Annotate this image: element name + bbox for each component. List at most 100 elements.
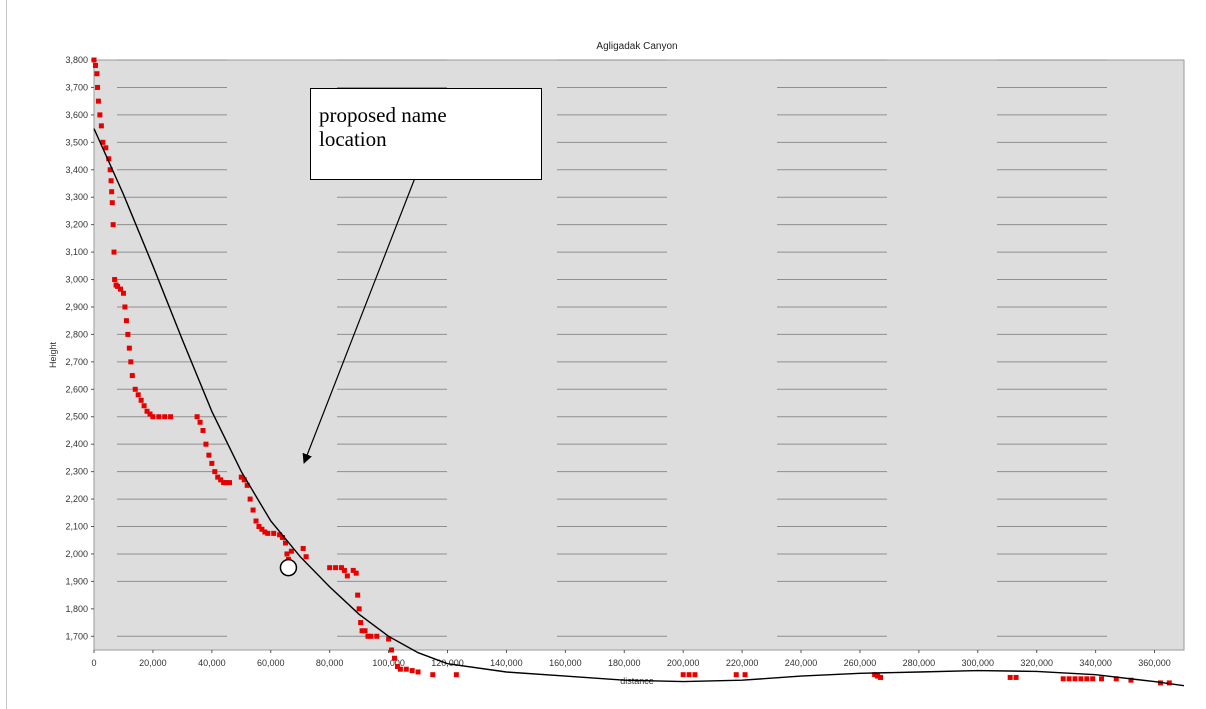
x-tick-label: 0: [91, 658, 96, 668]
plot-area: [93, 59, 1185, 651]
data-point: [341, 567, 347, 573]
y-axis-label: Height: [48, 341, 58, 368]
data-point: [168, 414, 174, 420]
data-point: [224, 480, 230, 486]
x-tick-label: 200,000: [667, 658, 700, 668]
data-point: [327, 565, 333, 571]
data-point: [138, 397, 144, 403]
data-point: [218, 477, 224, 483]
y-tick-label: 3,000: [65, 275, 88, 285]
y-tick-label: 3,600: [65, 110, 88, 120]
data-point: [680, 672, 686, 678]
data-point: [386, 636, 392, 642]
y-tick-label: 2,000: [65, 549, 88, 559]
data-point: [878, 674, 884, 680]
chart-title: Agligadak Canyon: [596, 41, 677, 52]
left-border: [6, 0, 7, 709]
y-tick-label: 3,100: [65, 247, 88, 257]
data-point: [284, 551, 290, 557]
y-tick-label: 2,200: [65, 494, 88, 504]
data-point: [128, 359, 134, 365]
x-tick-label: 40,000: [198, 658, 226, 668]
x-tick-label: 340,000: [1079, 658, 1112, 668]
data-point: [1060, 676, 1066, 682]
data-point: [265, 530, 271, 536]
data-point: [135, 392, 141, 398]
data-point: [1128, 677, 1134, 683]
proposed-location-marker: [279, 558, 298, 577]
data-point: [1007, 674, 1013, 680]
data-point: [209, 460, 215, 466]
y-tick-label: 2,300: [65, 467, 88, 477]
data-point: [98, 123, 104, 129]
data-point: [203, 441, 209, 447]
y-tick-label: 2,400: [65, 439, 88, 449]
data-point: [200, 427, 206, 433]
data-point: [362, 628, 368, 634]
series-measured-points: [91, 57, 1172, 686]
x-tick-label: 220,000: [726, 658, 759, 668]
y-tick-label: 1,900: [65, 576, 88, 586]
data-point: [403, 666, 409, 672]
x-axis-ticks: 0 20,000 40,000 60,000 80,000 100,000 120,000 1…: [91, 650, 1171, 668]
gridlines: [117, 59, 1107, 637]
data-point: [147, 411, 153, 417]
data-point: [106, 156, 112, 162]
data-point: [271, 530, 277, 536]
data-point: [875, 673, 881, 679]
data-point: [112, 277, 118, 283]
y-tick-label: 2,600: [65, 384, 88, 394]
data-point: [389, 647, 395, 653]
callout-line-2: location: [319, 127, 387, 151]
data-point: [259, 526, 265, 532]
data-point: [244, 482, 250, 488]
data-point: [125, 331, 131, 337]
data-point: [282, 540, 288, 546]
data-point: [262, 529, 268, 535]
data-point: [1078, 676, 1084, 682]
data-point: [126, 345, 132, 351]
data-point: [194, 414, 200, 420]
data-point: [256, 524, 262, 530]
data-point: [1084, 676, 1090, 682]
data-point: [250, 507, 256, 513]
data-point: [353, 570, 359, 576]
data-point: [300, 545, 306, 551]
data-point: [110, 222, 116, 228]
y-axis-ticks: 1,700 1,800 1,900 2,000 2,100 2,200 2,300 2,400…: [65, 55, 94, 641]
data-point: [108, 178, 114, 184]
data-point: [453, 672, 459, 678]
y-tick-label: 2,700: [65, 357, 88, 367]
x-tick-label: 80,000: [316, 658, 344, 668]
data-point: [197, 419, 203, 425]
data-point: [359, 628, 365, 634]
data-point: [742, 672, 748, 678]
data-point: [350, 567, 356, 573]
series-trend-line: [93, 128, 1185, 687]
data-point: [872, 672, 878, 678]
data-point: [122, 304, 128, 310]
data-point: [141, 403, 147, 409]
y-tick-label: 1,700: [65, 631, 88, 641]
data-point: [686, 672, 692, 678]
data-point: [409, 668, 415, 674]
data-point: [206, 452, 212, 458]
data-point: [397, 666, 403, 672]
callout-box: proposed name location: [310, 88, 542, 180]
data-point: [247, 496, 253, 502]
data-point: [115, 283, 121, 289]
data-point: [120, 290, 126, 296]
data-point: [123, 318, 129, 324]
data-point: [280, 534, 286, 540]
data-point: [241, 477, 247, 483]
data-point: [109, 200, 115, 206]
data-point: [344, 573, 350, 579]
x-tick-label: 20,000: [139, 658, 167, 668]
data-point: [253, 518, 259, 524]
data-point: [92, 62, 98, 68]
data-point: [97, 112, 103, 118]
data-point: [1113, 676, 1119, 682]
data-point: [394, 663, 400, 669]
data-point: [129, 373, 135, 379]
data-point: [1166, 680, 1172, 686]
